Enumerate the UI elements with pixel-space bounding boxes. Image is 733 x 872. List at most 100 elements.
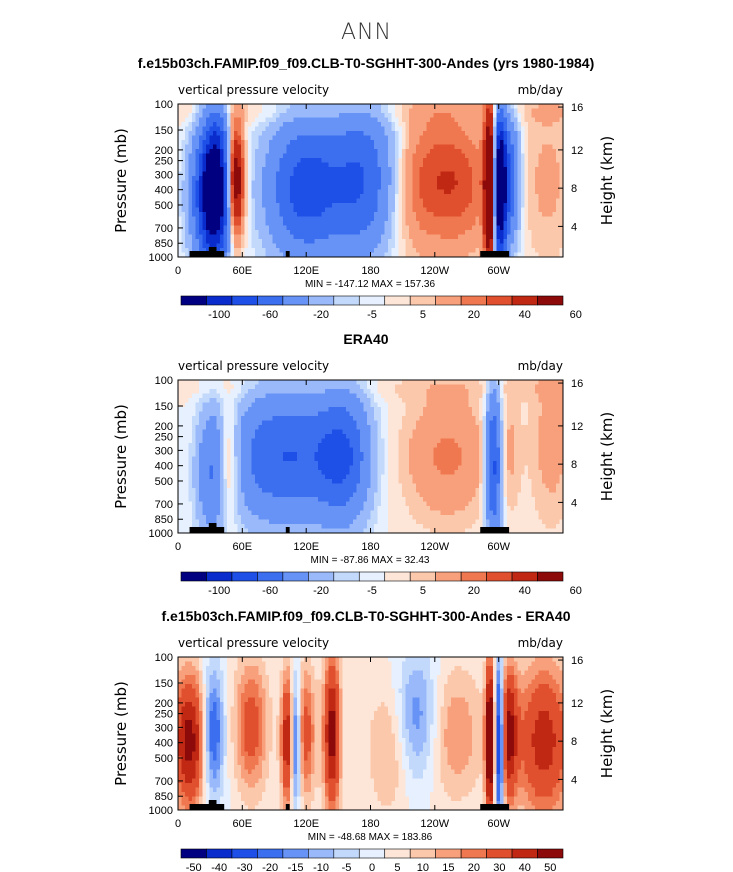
field-cell (559, 212, 564, 218)
field-cell (360, 180, 365, 186)
field-cell (384, 189, 389, 195)
field-cell (367, 153, 372, 159)
field-cell (363, 153, 368, 159)
field-cell (223, 153, 228, 159)
field-cell (398, 131, 403, 137)
field-cell (528, 389, 533, 395)
field-cell (374, 180, 379, 186)
field-cell (237, 425, 242, 431)
field-cell (188, 248, 193, 254)
field-cell (447, 212, 452, 218)
field-cell (321, 171, 326, 177)
field-cell (195, 380, 200, 386)
field-cell (409, 416, 414, 422)
field-cell (398, 167, 403, 173)
field-cell (342, 135, 347, 141)
field-cell (384, 117, 389, 123)
field-cell (307, 402, 312, 408)
field-cell (181, 203, 186, 209)
field-cell (465, 117, 470, 123)
field-cell (437, 234, 442, 240)
field-cell (332, 144, 337, 150)
field-cell (433, 131, 438, 137)
field-cell (202, 225, 207, 231)
field-cell (531, 393, 536, 399)
field-cell (374, 384, 379, 390)
field-cell (360, 131, 365, 137)
field-cell (332, 221, 337, 227)
field-cell (339, 131, 344, 137)
field-cell (549, 171, 554, 177)
field-cell (199, 167, 204, 173)
field-cell (185, 393, 190, 399)
field-cell (524, 420, 529, 426)
field-cell (468, 225, 473, 231)
field-cell (409, 234, 414, 240)
field-cell (479, 398, 484, 404)
field-cell (227, 153, 232, 159)
field-cell (363, 243, 368, 249)
field-cell (230, 144, 235, 150)
field-cell (454, 216, 459, 222)
field-cell (192, 393, 197, 399)
field-cell (349, 158, 354, 164)
field-cell (227, 393, 232, 399)
field-cell (510, 416, 515, 422)
field-cell (234, 389, 239, 395)
field-cell (451, 398, 456, 404)
field-cell (241, 407, 246, 413)
field-cell (486, 162, 491, 168)
field-cell (535, 185, 540, 191)
field-cell (283, 216, 288, 222)
field-cell (409, 402, 414, 408)
field-cell (300, 239, 305, 245)
field-cell (241, 398, 246, 404)
field-cell (412, 234, 417, 240)
field-cell (216, 140, 221, 146)
field-cell (552, 411, 557, 417)
field-cell (244, 402, 249, 408)
field-cell (444, 207, 449, 213)
field-cell (223, 185, 228, 191)
field-cell (360, 122, 365, 128)
field-cell (461, 225, 466, 231)
field-cell (423, 225, 428, 231)
field-cell (447, 239, 452, 245)
field-cell (409, 207, 414, 213)
field-cell (244, 248, 249, 254)
field-cell (510, 180, 515, 186)
field-cell (535, 198, 540, 204)
field-cell (552, 189, 557, 195)
field-cell (412, 149, 417, 155)
field-cell (265, 153, 270, 159)
field-cell (279, 144, 284, 150)
field-cell (181, 131, 186, 137)
field-cell (335, 171, 340, 177)
field-cell (234, 198, 239, 204)
field-cell (202, 203, 207, 209)
field-cell (230, 203, 235, 209)
field-cell (283, 108, 288, 114)
field-cell (559, 144, 564, 150)
field-cell (531, 167, 536, 173)
field-cell (262, 402, 267, 408)
field-cell (409, 167, 414, 173)
field-cell (349, 384, 354, 390)
field-cell (251, 185, 256, 191)
field-cell (188, 402, 193, 408)
y2-axis-title: Height (km) (598, 136, 616, 225)
field-cell (507, 194, 512, 200)
field-cell (475, 122, 480, 128)
field-cell (468, 402, 473, 408)
field-cell (468, 144, 473, 150)
field-cell (209, 131, 214, 137)
field-cell (493, 162, 498, 168)
field-cell (367, 389, 372, 395)
field-cell (426, 398, 431, 404)
field-cell (230, 398, 235, 404)
field-cell (328, 198, 333, 204)
field-cell (535, 393, 540, 399)
field-cell (216, 384, 221, 390)
field-cell (300, 126, 305, 132)
field-cell (178, 108, 183, 114)
